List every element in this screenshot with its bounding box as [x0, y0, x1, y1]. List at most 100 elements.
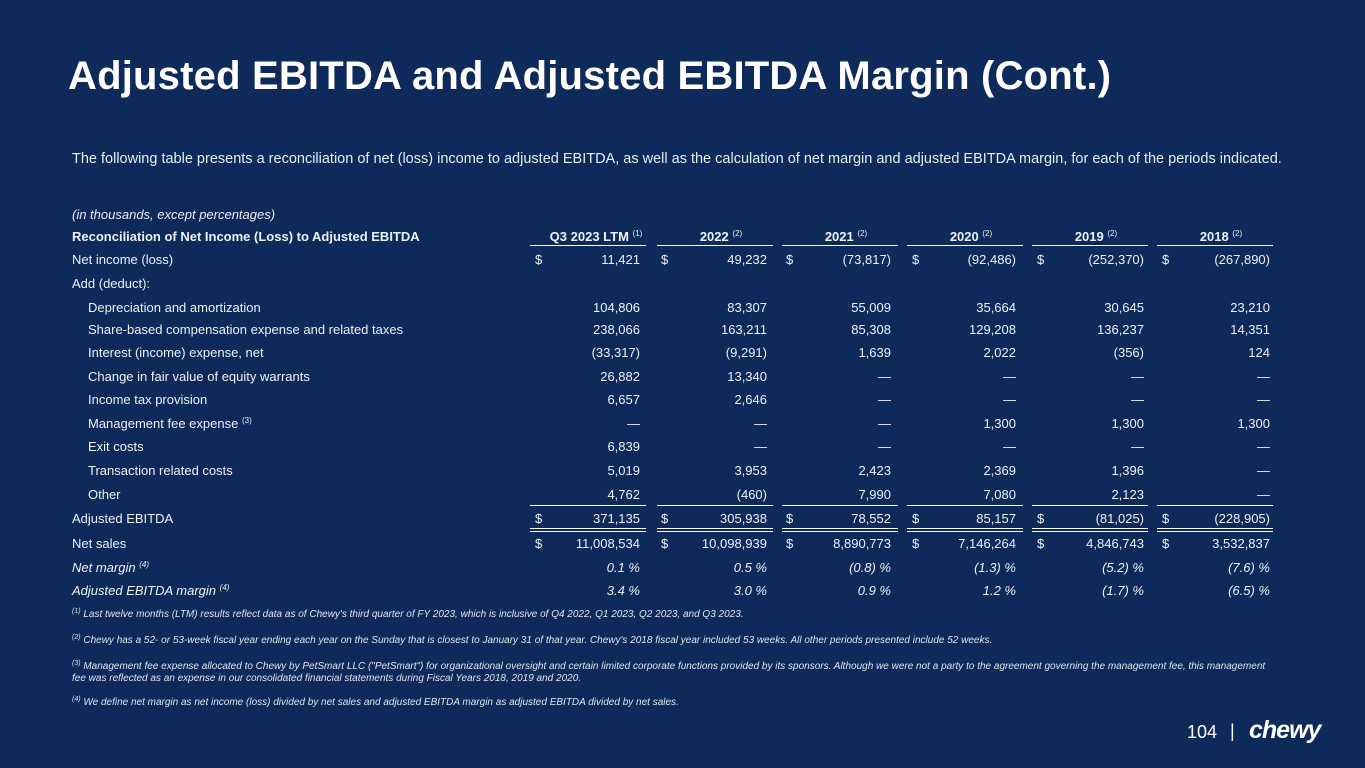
total-double-underline: [907, 528, 1023, 529]
cell-value: 3.4 %: [606, 583, 640, 598]
cell-value: 7,080: [983, 487, 1016, 502]
currency-symbol: $: [535, 536, 543, 551]
subtotal-underline: [657, 505, 773, 506]
cell-value: 1,300: [1237, 416, 1270, 431]
cell-value: (356): [1113, 345, 1144, 360]
cell-value: 83,307: [727, 300, 767, 315]
column-header-note: (2): [732, 229, 743, 238]
footnote: (4) We define net margin as net income (…: [72, 694, 1272, 709]
cell-value: 8,890,773: [833, 536, 891, 551]
column-header: Q3 2023 LTM (1): [538, 229, 654, 244]
currency-symbol: $: [1162, 252, 1170, 267]
column-header-note: (2): [857, 229, 868, 238]
column-header-note: (2): [982, 229, 993, 238]
cell-value: 3.0 %: [733, 583, 767, 598]
footnote-text: Management fee expense allocated to Chew…: [72, 661, 1266, 684]
subtotal-underline: [1032, 505, 1148, 506]
currency-symbol: $: [786, 511, 794, 526]
cell-value: (267,890): [1214, 252, 1270, 267]
row-label: Add (deduct):: [72, 276, 150, 291]
row-label-text: Other: [88, 487, 121, 502]
row-label: Transaction related costs: [88, 463, 233, 478]
cell-value: —: [1257, 463, 1270, 478]
cell-value: (92,486): [967, 252, 1016, 267]
total-double-underline: [782, 531, 898, 532]
footnote: (3) Management fee expense allocated to …: [72, 658, 1272, 685]
currency-symbol: $: [1037, 536, 1045, 551]
cell-value: 163,211: [720, 322, 767, 337]
cell-value: 1.2 %: [982, 583, 1016, 598]
table-row: Transaction related costs 5,019 3,953 2,423…: [0, 463, 1365, 483]
total-double-underline: [657, 528, 773, 529]
column-header: 2018 (2): [1163, 229, 1279, 244]
row-label: Other: [88, 487, 121, 502]
table-row: Other 4,762 (460) 7,990 7,080 2,123 —: [0, 487, 1365, 507]
row-label: Exit costs: [88, 439, 144, 454]
column-header-label: Q3 2023 LTM: [549, 229, 629, 244]
cell-value: 11,008,534: [575, 536, 640, 551]
table-row: Exit costs 6,839 — — — — —: [0, 439, 1365, 459]
cell-value: 0.1 %: [606, 560, 640, 575]
table-row: Management fee expense (3) — — — 1,300 1,300 1…: [0, 416, 1365, 436]
cell-value: —: [1257, 369, 1270, 384]
cell-value: —: [1257, 439, 1270, 454]
table-row: Depreciation and amortization 104,806 83,3…: [0, 300, 1365, 320]
cell-value: (1.7) %: [1102, 583, 1144, 598]
column-header-underline: [657, 245, 773, 246]
column-header: 2021 (2): [788, 229, 904, 244]
row-label-text: Net income (loss): [72, 252, 174, 267]
column-header: 2022 (2): [663, 229, 779, 244]
row-label: Net sales: [72, 536, 126, 551]
footer-separator: |: [1230, 721, 1235, 741]
cell-value: (460): [736, 487, 767, 502]
currency-symbol: $: [786, 252, 794, 267]
cell-value: (6.5) %: [1228, 583, 1270, 598]
cell-value: 30,645: [1104, 300, 1144, 315]
row-label: Share-based compensation expense and rel…: [88, 322, 403, 337]
cell-value: (1.3) %: [974, 560, 1016, 575]
cell-value: 7,990: [858, 487, 891, 502]
total-double-underline: [530, 528, 646, 529]
cell-value: 11,421: [601, 252, 640, 267]
cell-value: 2,423: [858, 463, 891, 478]
column-header-label: 2020: [949, 229, 979, 244]
cell-value: 35,664: [976, 300, 1016, 315]
cell-value: —: [627, 416, 640, 431]
total-double-underline: [1157, 531, 1273, 532]
footnote-number: (2): [72, 634, 81, 641]
cell-value: 104,806: [593, 300, 640, 315]
intro-paragraph: The following table presents a reconcili…: [72, 151, 1282, 167]
cell-value: 78,552: [851, 511, 891, 526]
cell-value: 1,396: [1111, 463, 1144, 478]
total-double-underline: [907, 531, 1023, 532]
cell-value: 85,157: [976, 511, 1016, 526]
cell-value: 10,098,939: [701, 536, 767, 551]
column-header-underline: [907, 245, 1023, 246]
column-header-note: (2): [1232, 229, 1243, 238]
cell-value: 49,232: [727, 252, 767, 267]
cell-value: 14,351: [1230, 322, 1270, 337]
table-row: Add (deduct):: [0, 276, 1365, 296]
cell-value: 371,135: [593, 511, 640, 526]
cell-value: (252,370): [1088, 252, 1144, 267]
cell-value: 136,237: [1097, 322, 1144, 337]
cell-value: —: [1003, 392, 1016, 407]
footnote-text: Chewy has a 52- or 53-week fiscal year e…: [83, 635, 993, 646]
cell-value: —: [878, 416, 891, 431]
cell-value: (73,817): [842, 252, 891, 267]
cell-value: (33,317): [591, 345, 640, 360]
cell-value: 3,953: [734, 463, 767, 478]
cell-value: 1,300: [1111, 416, 1144, 431]
currency-symbol: $: [535, 511, 543, 526]
cell-value: —: [1003, 369, 1016, 384]
column-header-underline: [1157, 245, 1273, 246]
subtotal-underline: [1157, 505, 1273, 506]
row-label: Change in fair value of equity warrants: [88, 369, 310, 384]
currency-symbol: $: [912, 252, 920, 267]
row-label-note: (4): [219, 583, 230, 592]
cell-value: 0.5 %: [733, 560, 767, 575]
row-label-text: Interest (income) expense, net: [88, 345, 264, 360]
currency-symbol: $: [1037, 252, 1045, 267]
total-double-underline: [782, 528, 898, 529]
